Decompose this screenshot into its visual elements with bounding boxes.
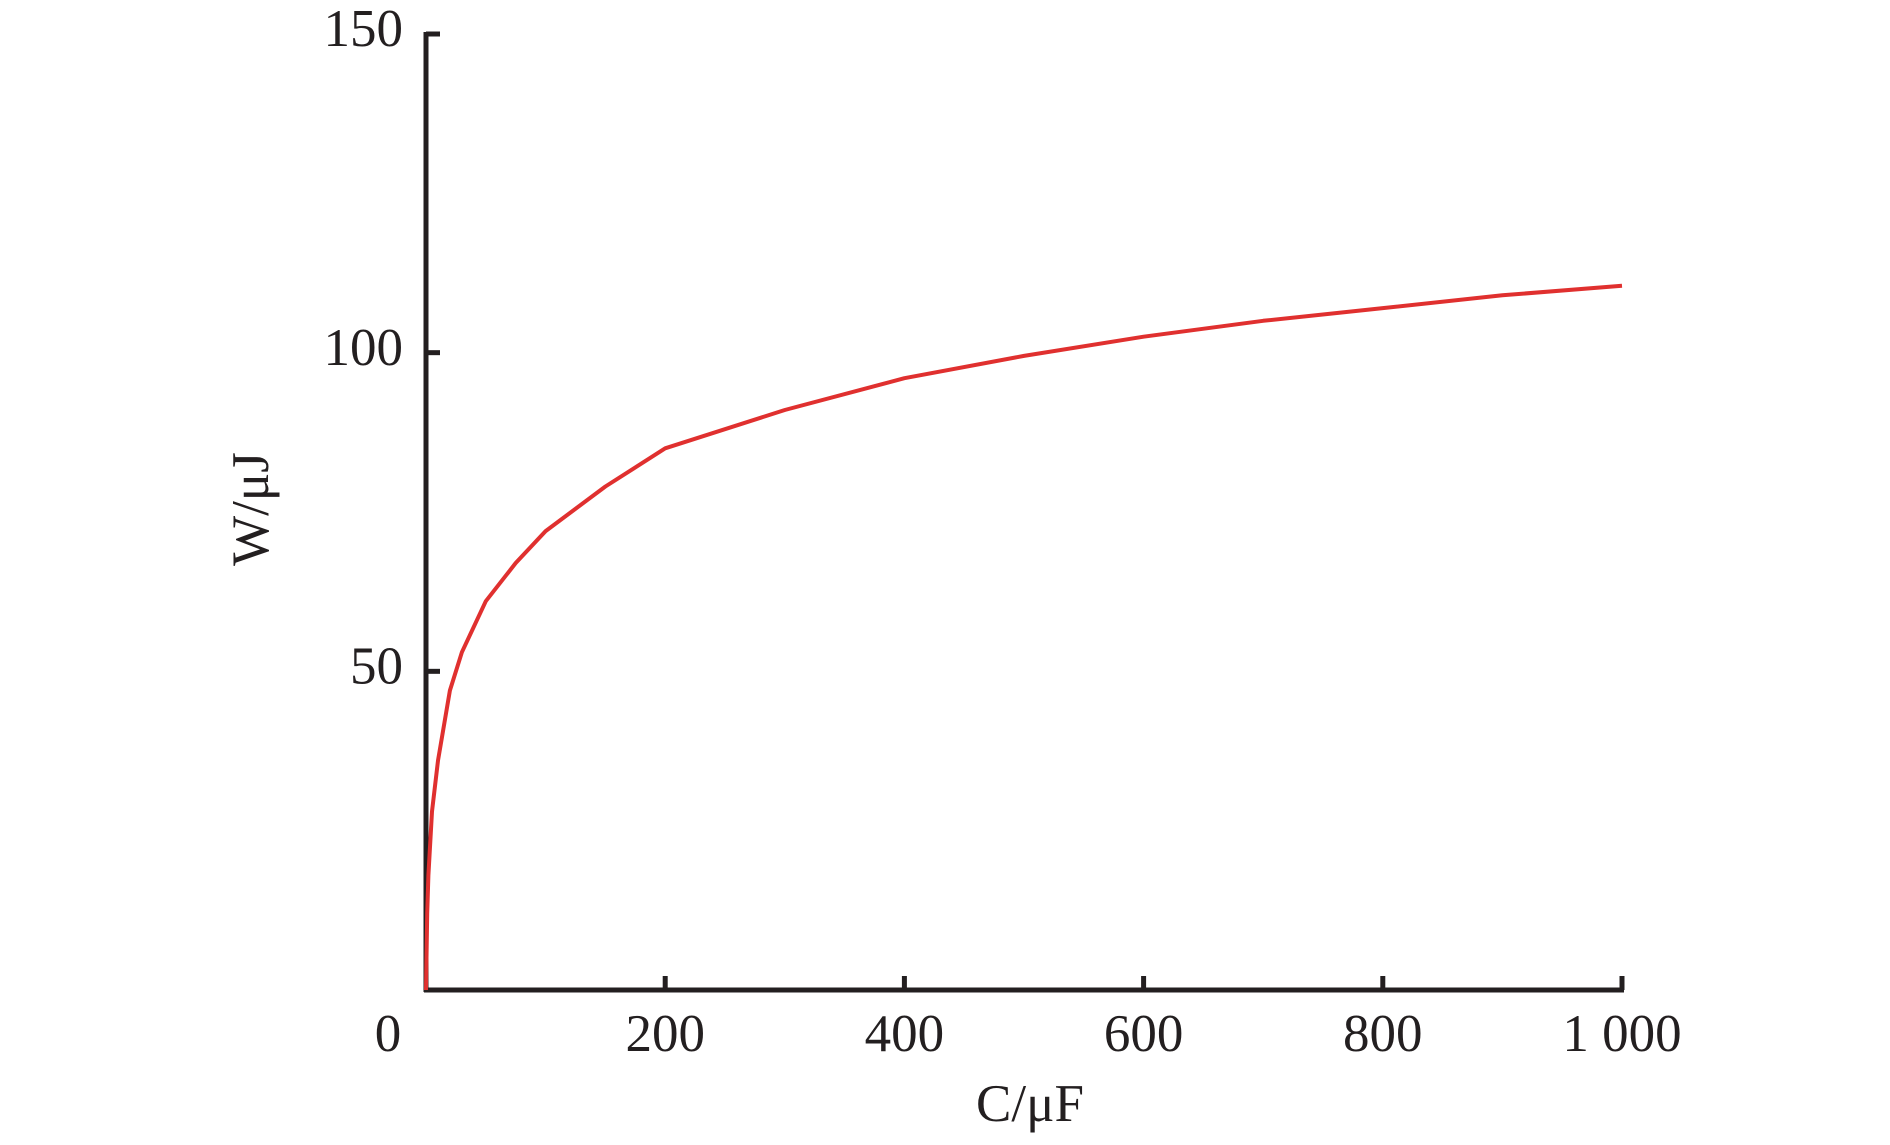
y-tick-label: 100 [324,319,404,377]
y-tick-label: 150 [324,0,404,58]
x-tick-label: 1 000 [1562,1005,1681,1063]
x-tick-label: 400 [865,1005,945,1063]
y-tick-label: 50 [350,637,403,695]
x-tick-label: 0 [375,1005,402,1063]
x-axis-title: C/μF [976,1075,1084,1133]
x-tick-label: 600 [1104,1005,1184,1063]
x-tick-label: 800 [1343,1005,1423,1063]
data-line [424,283,1623,991]
x-tick-label: 200 [625,1005,705,1063]
y-axis-title: W/μJ [222,452,280,566]
